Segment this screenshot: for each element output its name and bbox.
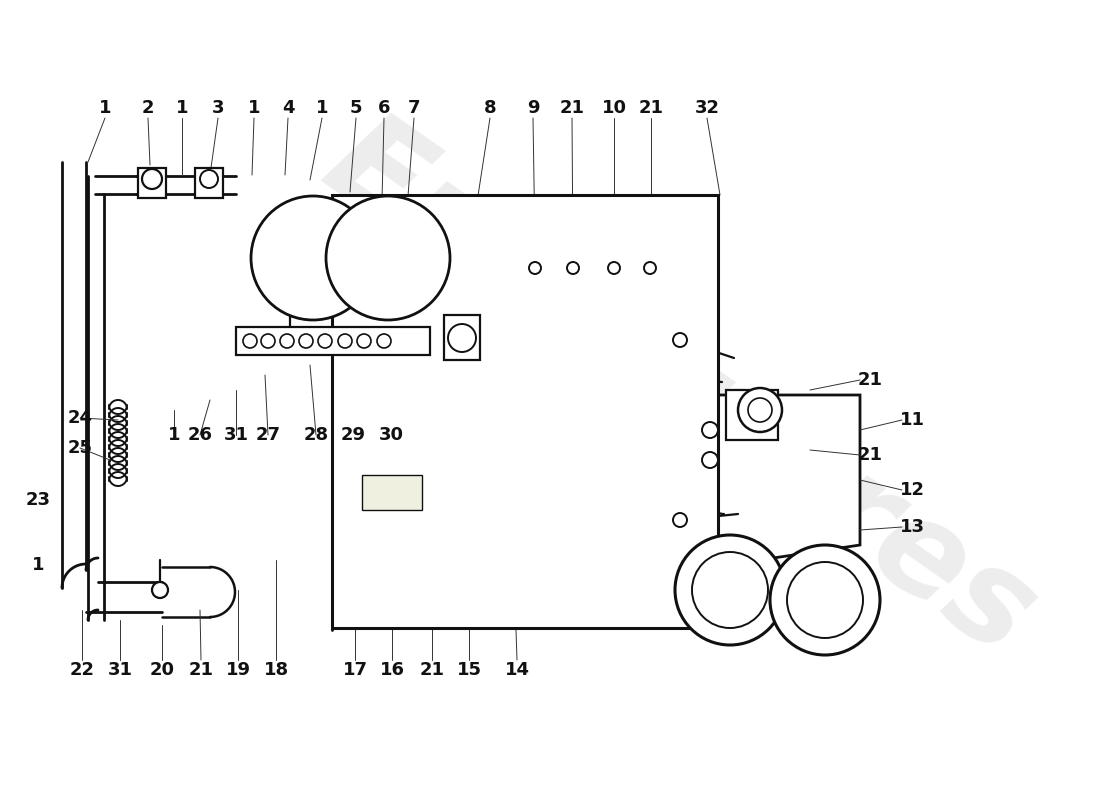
Text: 21: 21: [188, 661, 213, 679]
Text: 22: 22: [69, 661, 95, 679]
Text: 7: 7: [408, 99, 420, 117]
Text: 27: 27: [255, 426, 280, 444]
Circle shape: [566, 262, 579, 274]
Circle shape: [702, 422, 718, 438]
Text: 32: 32: [694, 99, 719, 117]
Circle shape: [251, 196, 375, 320]
Text: 10: 10: [602, 99, 627, 117]
Circle shape: [529, 262, 541, 274]
Text: 17: 17: [342, 661, 367, 679]
Text: 31: 31: [108, 661, 132, 679]
Text: 26: 26: [187, 426, 212, 444]
Text: 29: 29: [341, 426, 365, 444]
Text: 6: 6: [377, 99, 390, 117]
Text: Eurospares: Eurospares: [301, 98, 1058, 682]
Bar: [332, 195, 718, 628]
Text: 19: 19: [226, 661, 251, 679]
Text: 16: 16: [379, 661, 405, 679]
Text: 23: 23: [25, 491, 51, 509]
Text: 5: 5: [350, 99, 362, 117]
Text: 11: 11: [900, 411, 924, 429]
Text: a passion for parts since 1985: a passion for parts since 1985: [404, 342, 836, 658]
Text: 12: 12: [900, 481, 924, 499]
Circle shape: [673, 333, 688, 347]
Circle shape: [280, 334, 294, 348]
Circle shape: [644, 262, 656, 274]
Bar: [362, 475, 422, 510]
Text: 18: 18: [263, 661, 288, 679]
Text: 25: 25: [67, 439, 92, 457]
Circle shape: [152, 582, 168, 598]
Bar: [726, 390, 778, 440]
Circle shape: [299, 334, 314, 348]
Circle shape: [338, 334, 352, 348]
Text: 30: 30: [378, 426, 404, 444]
Text: 9: 9: [527, 99, 539, 117]
Text: 1: 1: [176, 99, 188, 117]
Circle shape: [448, 324, 476, 352]
Bar: [195, 168, 223, 198]
Bar: [444, 315, 480, 360]
Text: 20: 20: [150, 661, 175, 679]
Text: 3: 3: [211, 99, 224, 117]
Text: 15: 15: [456, 661, 482, 679]
Circle shape: [673, 513, 688, 527]
Circle shape: [318, 334, 332, 348]
Text: 4: 4: [282, 99, 295, 117]
Circle shape: [608, 262, 620, 274]
Text: 2: 2: [142, 99, 154, 117]
Bar: [138, 168, 166, 198]
Circle shape: [738, 388, 782, 432]
Circle shape: [770, 545, 880, 655]
Text: 8: 8: [484, 99, 496, 117]
Text: 1: 1: [248, 99, 261, 117]
Polygon shape: [695, 395, 860, 560]
Text: 21: 21: [560, 99, 584, 117]
Text: 21: 21: [638, 99, 663, 117]
Circle shape: [261, 334, 275, 348]
Circle shape: [200, 170, 218, 188]
Text: 1: 1: [32, 556, 44, 574]
Circle shape: [692, 552, 768, 628]
Circle shape: [702, 452, 718, 468]
Text: 1: 1: [99, 99, 111, 117]
Circle shape: [748, 398, 772, 422]
Bar: [236, 327, 430, 355]
Text: 28: 28: [304, 426, 329, 444]
Circle shape: [675, 535, 785, 645]
Text: 1: 1: [316, 99, 328, 117]
Text: 24: 24: [67, 409, 92, 427]
Circle shape: [142, 169, 162, 189]
Circle shape: [786, 562, 864, 638]
Circle shape: [326, 196, 450, 320]
Text: 14: 14: [505, 661, 529, 679]
Text: 31: 31: [223, 426, 249, 444]
Text: 1: 1: [167, 426, 180, 444]
Circle shape: [243, 334, 257, 348]
Circle shape: [377, 334, 390, 348]
Text: 21: 21: [858, 371, 882, 389]
Text: 21: 21: [419, 661, 444, 679]
Text: 13: 13: [900, 518, 924, 536]
Circle shape: [358, 334, 371, 348]
Text: 21: 21: [858, 446, 882, 464]
